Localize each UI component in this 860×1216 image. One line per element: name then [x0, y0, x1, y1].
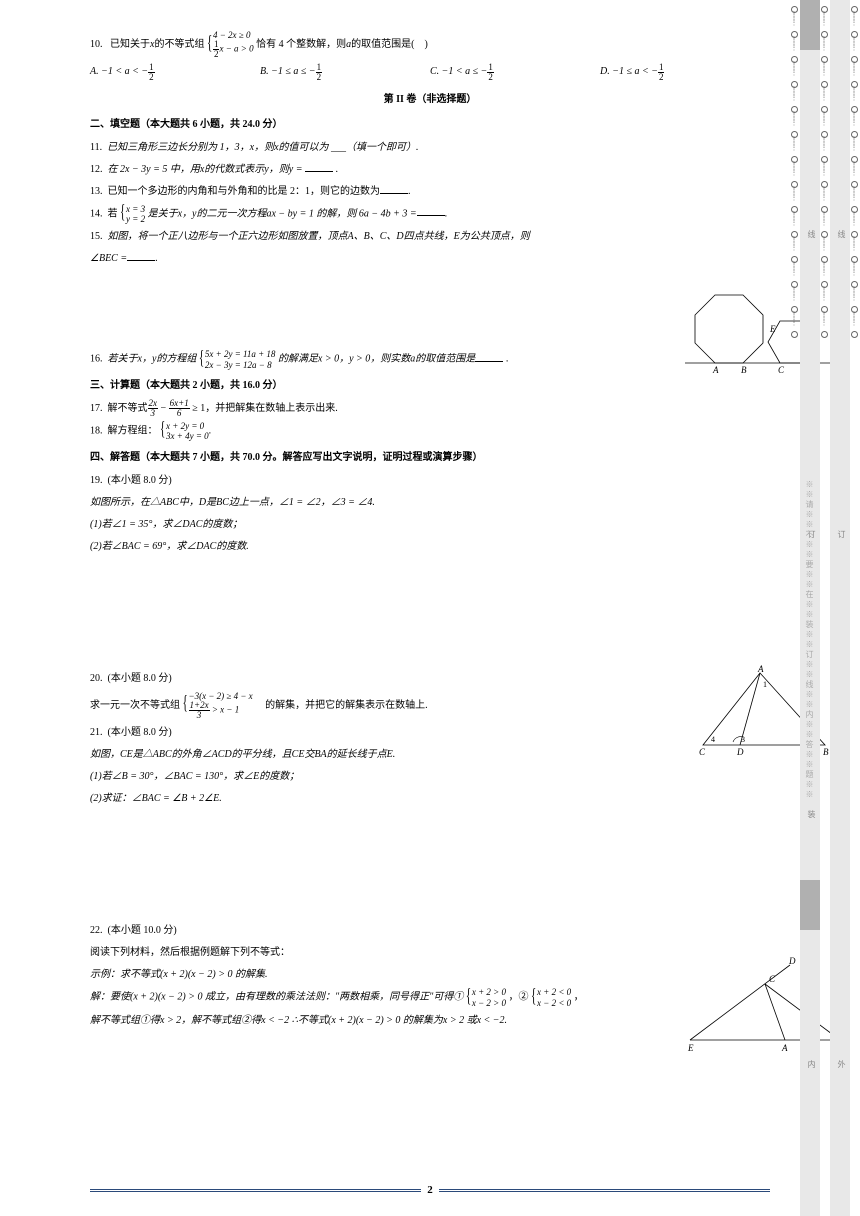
question-11: 11. 已知三角形三边长分别为 1，3，x，则x的值可以为 ___（填一个即可）… — [90, 138, 770, 157]
spacer — [90, 559, 770, 669]
question-16: 16. 若关于x，y的方程组 5x + 2y = 11a + 182x − 3y… — [90, 349, 770, 370]
spacer — [90, 811, 770, 921]
label-1: 1 — [763, 680, 767, 689]
label-A: A — [712, 365, 719, 375]
label-wai: 外 — [836, 1060, 847, 1068]
q19-line3: (2)若∠BAC = 69°，求∠DAC的度数. — [90, 537, 770, 556]
blank — [305, 161, 333, 172]
part2-title: 第 II 卷（非选择题） — [90, 90, 770, 109]
q21-line3: (2)求证：∠BAC = ∠B + 2∠E. — [90, 789, 770, 808]
label-ding: 订 — [836, 530, 847, 538]
page-number: 2 — [427, 1184, 433, 1196]
label-C: C — [769, 974, 776, 984]
label-xian: 线 — [806, 230, 817, 238]
q22-line3: 解：要使(x + 2)(x − 2) > 0 成立，由有理数的乘法法则："两数相… — [90, 987, 770, 1008]
q14-system: x = 3y = 2 — [120, 204, 145, 225]
question-18: 18. 解方程组： x + 2y = 03x + 4y = 0. — [90, 421, 770, 442]
blank — [475, 351, 503, 362]
label-zhuang: 装 — [806, 810, 817, 818]
q22-line2: 示例：求不等式(x + 2)(x − 2) > 0 的解集. — [90, 965, 770, 984]
q22-line4: 解不等式组①得x > 2，解不等式组②得x < −2 ∴不等式(x + 2)(x… — [90, 1011, 770, 1030]
q18-system: x + 2y = 03x + 4y = 0 — [160, 421, 209, 442]
blank — [127, 250, 155, 261]
label-3: 3 — [741, 735, 745, 744]
question-20: 20. (本小题 8.0 分) — [90, 669, 770, 688]
sec4-head: 四、解答题（本大题共 7 小题，共 70.0 分。解答应写出文字说明，证明过程或… — [90, 448, 770, 467]
footer-line-left — [90, 1189, 421, 1192]
binding-col-left: 线 订 装 内 ※※请※※不※※要※※在※※装※※订※※线※※内※※答※※题※※ — [800, 0, 820, 1216]
binding-area: 线 订 装 内 ※※请※※不※※要※※在※※装※※订※※线※※内※※答※※题※※… — [780, 0, 860, 1216]
q10-choices: A. −1 < a < −12 B. −1 ≤ a ≤ −12 C. −1 < … — [90, 62, 770, 81]
dots-col-rr: ⋮⋮⋮⋮⋮⋮⋮⋮⋮⋮⋮⋮⋮⋮⋮⋮⋮⋮⋮⋮⋮⋮⋮⋮⋮⋮⋮⋮⋮⋮⋮⋮⋮⋮⋮⋮⋮⋮⋮⋮… — [850, 0, 858, 1216]
label-E: E — [687, 1043, 694, 1053]
gray-block — [800, 0, 820, 50]
question-10: 10. 已知关于x的不等式组 4 − 2x ≥ 0 12x − a > 0 恰有… — [90, 30, 770, 59]
q10-text-a: 已知关于 — [110, 39, 150, 50]
choice-D: D. −1 ≤ a < −12 — [600, 62, 770, 81]
q10-sys-l2: 12x − a > 0 — [213, 40, 254, 59]
exam-page: 10. 已知关于x的不等式组 4 − 2x ≥ 0 12x − a > 0 恰有… — [90, 30, 770, 1033]
q21-line2: (1)若∠B = 30°，∠BAC = 130°，求∠E的度数； — [90, 767, 770, 786]
q20-system: −3(x − 2) ≥ 4 − x 1+2x3 > x − 1 — [183, 691, 253, 720]
q20-body: 求一元一次不等式组 −3(x − 2) ≥ 4 − x 1+2x3 > x − … — [90, 691, 770, 720]
q19-line1: 如图所示，在△ABC中，D是BC边上一点，∠1 = ∠2，∠3 = ∠4. — [90, 493, 770, 512]
label-xian: 线 — [836, 230, 847, 238]
q10-text-b: 的不等式组 — [154, 39, 204, 50]
question-12: 12. 在 2x − 3y = 5 中，用x的代数式表示y，则y = . — [90, 160, 770, 179]
question-17: 17. 解不等式2x3 − 6x+16 ≥ 1，并把解集在数轴上表示出来. — [90, 399, 770, 418]
blank — [380, 183, 408, 194]
choice-B: B. −1 ≤ a ≤ −12 — [260, 62, 430, 81]
choice-A: A. −1 < a < −12 — [90, 62, 260, 81]
label-4: 4 — [711, 735, 715, 744]
footer-line-right — [439, 1189, 770, 1192]
label-A: A — [757, 665, 764, 674]
label-nei: 内 — [806, 1060, 817, 1068]
q22-sys2: x + 2 < 0x − 2 < 0 — [531, 987, 571, 1008]
dots-col-l: ⋮⋮⋮⋮⋮⋮⋮⋮⋮⋮⋮⋮⋮⋮⋮⋮⋮⋮⋮⋮⋮⋮⋮⋮⋮⋮⋮⋮⋮⋮⋮⋮⋮⋮⋮⋮⋮⋮⋮⋮… — [790, 0, 798, 1216]
binding-vert-text-l: ※※请※※不※※要※※在※※装※※订※※线※※内※※答※※题※※ — [804, 480, 815, 800]
question-14: 14. 若 x = 3y = 2 是关于x，y的二元一次方程ax − by = … — [90, 204, 770, 225]
label-D: D — [736, 747, 744, 757]
question-22: 22. (本小题 10.0 分) — [90, 921, 770, 940]
question-19: 19. (本小题 8.0 分) — [90, 471, 770, 490]
q16-system: 5x + 2y = 11a + 182x − 3y = 12a − 8 — [199, 349, 276, 370]
sec2-head: 二、填空题（本大题共 6 小题，共 24.0 分） — [90, 115, 770, 134]
question-21: 21. (本小题 8.0 分) — [90, 723, 770, 742]
question-15: 15. 如图，将一个正八边形与一个正六边形如图放置，顶点A、B、C、D四点共线，… — [90, 227, 770, 246]
q10-text-c: 恰有 4 个整数解，则 — [256, 39, 346, 50]
label-E: E — [769, 324, 776, 334]
binding-col-right: 线 订 外 — [830, 0, 850, 1216]
q10-text-d: 的取值范围是( ) — [351, 39, 428, 50]
q10-num: 10. — [90, 39, 103, 50]
spacer — [90, 271, 770, 349]
dots-col-r: ⋮⋮⋮⋮⋮⋮⋮⋮⋮⋮⋮⋮⋮⋮⋮⋮⋮⋮⋮⋮⋮⋮⋮⋮⋮⋮⋮⋮⋮⋮⋮⋮⋮⋮⋮⋮⋮⋮⋮⋮… — [820, 0, 828, 1216]
q10-sys-l1: 4 − 2x ≥ 0 — [213, 30, 254, 40]
label-C: C — [699, 747, 706, 757]
gray-block — [800, 880, 820, 930]
question-13: 13. 已知一个多边形的内角和与外角和的比是 2：1，则它的边数为. — [90, 182, 770, 201]
q22-sys1: x + 2 > 0x − 2 > 0 — [466, 987, 506, 1008]
sec3-head: 三、计算题（本大题共 2 小题，共 16.0 分） — [90, 376, 770, 395]
blank — [417, 205, 445, 216]
q10-system: 4 − 2x ≥ 0 12x − a > 0 — [207, 30, 254, 59]
q22-line1: 阅读下列材料，然后根据例题解下列不等式： — [90, 943, 770, 962]
choice-C: C. −1 < a ≤ −12 — [430, 62, 600, 81]
q19-line2: (1)若∠1 = 35°，求∠DAC的度数； — [90, 515, 770, 534]
page-footer: 2 — [90, 1184, 770, 1196]
label-B: B — [741, 365, 747, 375]
question-15b: ∠BEC =. — [90, 249, 770, 268]
q21-line1: 如图，CE是△ABC的外角∠ACD的平分线，且CE交BA的延长线于点E. — [90, 745, 770, 764]
